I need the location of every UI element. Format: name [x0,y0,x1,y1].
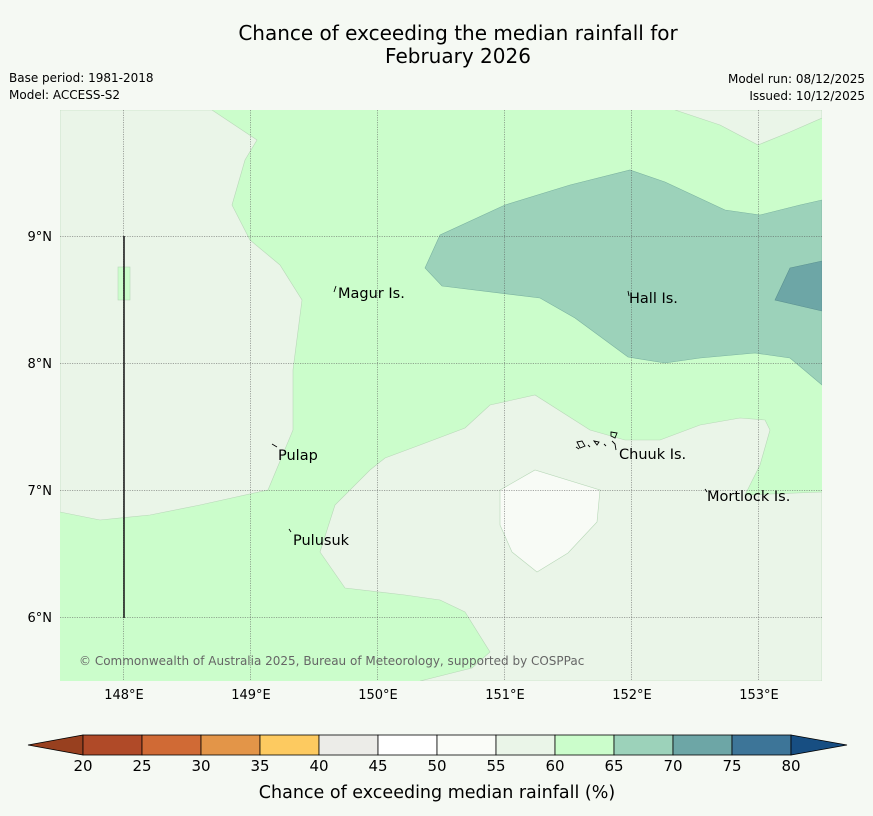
place-chuuk: Chuuk Is. [619,447,686,463]
lon-label-149: 149°E [231,688,271,700]
colorbar-tick-label: 75 [722,757,741,775]
place-hall: Hall Is. [629,291,678,307]
colorbar-tick-label: 45 [368,757,387,775]
colorbar-tick-label: 20 [73,757,92,775]
lat-label-7n: 7°N [28,484,53,499]
colorbar-cell [259,734,320,756]
title-line-1: Chance of exceeding the median rainfall … [238,21,678,45]
colorbar-cells [82,734,792,756]
lon-label-151: 151°E [485,688,525,700]
place-pulap: Pulap [278,448,318,464]
lon-label-148: 148°E [104,688,144,700]
region-50-55 [499,469,601,573]
colorbar-tick-label: 80 [781,757,800,775]
colorbar-cell [82,734,143,756]
colorbar-cell [141,734,202,756]
base-period: Base period: 1981-2018 [9,71,154,85]
title-line-2: February 2026 [385,44,531,68]
colorbar-tick-label: 60 [545,757,564,775]
meta-right: Model run: 08/12/2025 Issued: 10/12/2025 [728,71,865,105]
colorbar-cell [436,734,497,756]
colorbar-tick-label: 50 [427,757,446,775]
region-55-60-northeast [674,110,822,146]
region-70-75 [774,260,822,312]
colorbar-cell [672,734,733,756]
region-55-60-west [60,110,303,521]
map-title: Chance of exceeding the median rainfall … [0,22,873,68]
copyright-notice: © Commonwealth of Australia 2025, Bureau… [79,654,584,668]
colorbar-tick-labels: 20 25 30 35 40 45 50 55 60 65 70 75 80 [73,757,800,775]
lat-label-8n: 8°N [28,357,53,372]
colorbar-tick-label: 65 [604,757,623,775]
colorbar-cell [318,734,379,756]
lat-label-6n: 6°N [28,611,53,626]
lat-label-9n: 9°N [28,230,53,245]
colorbar-cell [554,734,615,756]
meta-left: Base period: 1981-2018 Model: ACCESS-S2 [9,70,154,104]
model-name: Model: ACCESS-S2 [9,88,121,102]
colorbar-tick-label: 25 [132,757,151,775]
rainfall-map: 148°E 149°E 150°E 151°E 152°E 153°E 9°N … [28,110,822,700]
issued-date: Issued: 10/12/2025 [749,89,865,103]
colorbar-title: Chance of exceeding median rainfall (%) [259,783,615,803]
colorbar-tick-label: 70 [663,757,682,775]
colorbar-over-arrow [790,734,848,756]
lon-label-152: 152°E [612,688,652,700]
colorbar-cell [495,734,556,756]
model-run: Model run: 08/12/2025 [727,72,865,86]
place-mortlock: Mortlock Is. [707,489,790,505]
colorbar-tick-label: 55 [486,757,505,775]
place-pulusuk: Pulusuk [293,533,350,549]
colorbar-tick-label: 40 [309,757,328,775]
colorbar-under-arrow [27,734,84,756]
lon-label-153: 153°E [739,688,779,700]
colorbar-cell [731,734,792,756]
colorbar-cell [200,734,261,756]
lon-label-150: 150°E [358,688,398,700]
colorbar-tick-label: 30 [191,757,210,775]
colorbar-cell [377,734,438,756]
island-outlines [271,285,708,533]
colorbar-cell [613,734,674,756]
region-65-70 [424,169,822,386]
colorbar-tick-label: 35 [250,757,269,775]
place-magur: Magur Is. [338,286,405,302]
